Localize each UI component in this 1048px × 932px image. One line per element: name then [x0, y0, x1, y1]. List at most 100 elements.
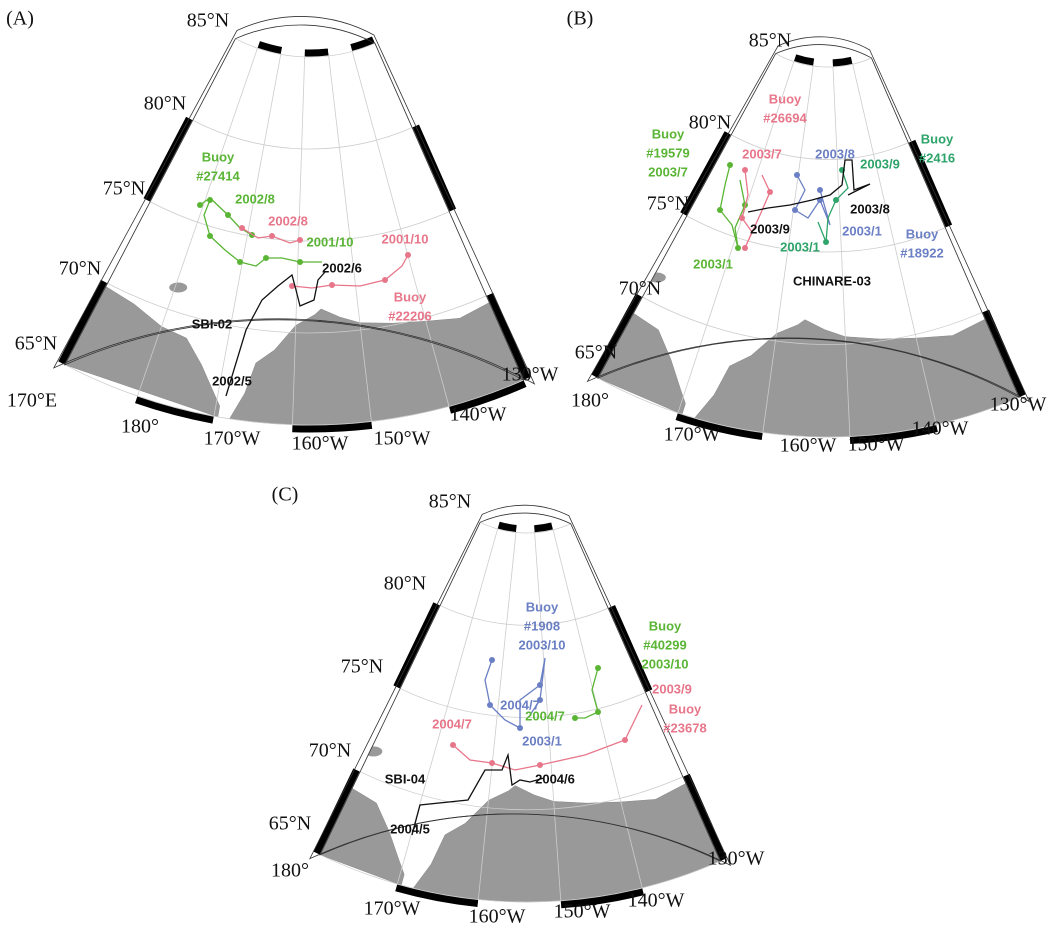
- track-point: [792, 207, 798, 213]
- frame-band: [235, 32, 260, 48]
- track-point: [727, 162, 733, 168]
- frame-band: [645, 689, 690, 777]
- panel-label: (C): [272, 484, 299, 506]
- longitude-line: [328, 55, 372, 422]
- track-point: [742, 245, 748, 251]
- frame-band: [635, 212, 687, 297]
- map-panel: (B) 85°N 80°N 75°N 70°N 65°N 180° 170°W 160°W 150…: [567, 8, 1047, 457]
- annotation: Buoy: [652, 126, 685, 141]
- annotation: 2002/6: [322, 260, 362, 275]
- latitude-label: 70°N: [59, 258, 101, 280]
- latitude-line: [642, 296, 983, 345]
- track-point: [537, 682, 543, 688]
- longitude-label: 150°W: [554, 901, 611, 923]
- track-point: [622, 737, 628, 743]
- track-point: [197, 202, 203, 208]
- drift-track: [411, 752, 545, 836]
- latitude-line: [597, 377, 1020, 438]
- longitude-line: [137, 48, 258, 397]
- latitude-label: 65°N: [15, 333, 57, 355]
- annotation: 2003/8: [850, 201, 890, 216]
- land: [64, 286, 220, 418]
- annotation: #27414: [196, 168, 240, 183]
- frame-band: [135, 396, 214, 424]
- frame-band: [280, 46, 305, 57]
- latitude-label: 70°N: [309, 740, 351, 762]
- longitude-line: [852, 64, 937, 425]
- track-point: [489, 760, 495, 766]
- latitude-line: [731, 134, 909, 160]
- frame-band: [591, 293, 642, 378]
- latitude-label: 75°N: [647, 193, 689, 215]
- frame-band: [395, 884, 479, 907]
- annotation: 2003/9: [860, 156, 900, 171]
- latitude-label: 85°N: [187, 10, 229, 32]
- latitude-line: [775, 53, 872, 68]
- latitude-label: 85°N: [749, 30, 791, 52]
- annotation: 2003/10: [642, 656, 689, 671]
- longitude-label: 180°: [271, 860, 309, 882]
- annotation: #22206: [388, 308, 431, 323]
- track-point: [595, 709, 601, 715]
- latitude-line: [319, 854, 721, 903]
- frame-band: [316, 855, 398, 892]
- latitude-label: 65°N: [269, 813, 311, 835]
- frame-inner: [64, 24, 525, 381]
- track-point: [382, 277, 388, 283]
- frame-band: [936, 397, 1022, 432]
- drift-track: [452, 704, 643, 771]
- frame-inner: [597, 44, 1020, 399]
- track-point: [329, 282, 335, 288]
- frame-band: [480, 515, 500, 529]
- annotation: SBI-04: [385, 771, 426, 786]
- track-point: [289, 283, 295, 289]
- annotation: 2003/1: [780, 239, 820, 254]
- longitude-label: 140°W: [628, 890, 685, 912]
- frame-band: [675, 413, 763, 440]
- frame-band: [761, 433, 851, 445]
- track-point: [717, 207, 723, 213]
- drift-track: [225, 271, 326, 397]
- frame-band: [982, 309, 1026, 398]
- annotation: 2003/8: [815, 146, 855, 161]
- annotation: Buoy: [394, 289, 427, 304]
- annotation: Buoy: [202, 149, 235, 164]
- frame-outer: [308, 504, 732, 867]
- annotation: #18922: [900, 245, 943, 260]
- longitude-label: 170°W: [664, 424, 721, 446]
- annotation: #2416: [919, 150, 955, 165]
- track-point: [207, 233, 213, 239]
- drift-track: [747, 159, 871, 213]
- panel-label: (B): [567, 8, 594, 30]
- frame-outer: [586, 36, 1031, 403]
- annotation: 2004/7: [432, 716, 472, 731]
- frame-band: [571, 520, 615, 608]
- track-point: [239, 225, 245, 231]
- frame-band: [775, 47, 797, 62]
- frame-band: [353, 685, 400, 772]
- annotation: 2004/6: [535, 771, 575, 786]
- frame-band: [497, 521, 517, 532]
- longitude-label: 180°: [571, 390, 609, 412]
- latitude-label: 70°N: [619, 278, 661, 300]
- frame-band: [212, 416, 293, 433]
- drift-track: [484, 657, 546, 730]
- longitude-label: 150°W: [374, 428, 431, 450]
- frame-band: [61, 365, 138, 404]
- frame-band: [350, 36, 375, 51]
- annotation: 2003/1: [842, 223, 882, 238]
- frame-band: [794, 54, 815, 66]
- track-point: [225, 212, 231, 218]
- latitude-label: 80°N: [689, 112, 731, 134]
- track-point: [595, 665, 601, 671]
- annotation: 2002/8: [235, 191, 275, 206]
- longitude-label: 170°E: [7, 390, 57, 412]
- frame-band: [477, 900, 562, 910]
- annotation: 2004/7: [525, 708, 565, 723]
- longitude-label: 180°: [121, 416, 159, 438]
- track-point: [269, 233, 275, 239]
- latitude-line: [399, 688, 646, 718]
- island: [169, 282, 188, 293]
- track-point: [742, 167, 748, 173]
- drift-track: [741, 169, 771, 249]
